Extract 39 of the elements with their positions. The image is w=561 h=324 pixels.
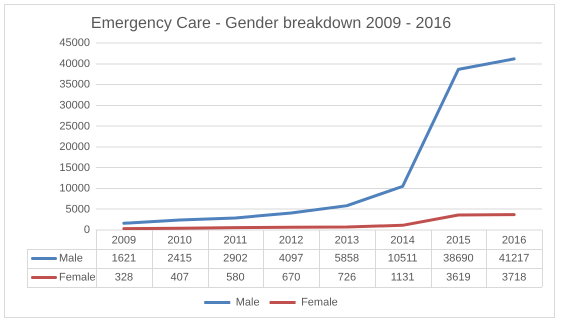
data-label: 407 [170, 272, 189, 284]
text: Female [301, 296, 338, 309]
x-tick-label: 2013 [334, 234, 360, 247]
y-tick-label: 25000 [59, 120, 90, 132]
data-label: 580 [226, 272, 245, 284]
data-label: 5858 [334, 252, 360, 265]
data-label: 1621 [112, 252, 136, 265]
data-label: 2415 [167, 252, 192, 265]
x-tick-label: 2011 [224, 234, 248, 247]
y-tick-label: 45000 [59, 37, 90, 50]
x-tick-label: 2016 [502, 234, 526, 247]
data-label: 328 [114, 272, 134, 284]
legend-label: Male [59, 252, 83, 265]
x-tick-label: 2015 [446, 234, 471, 247]
data-label: 38690 [443, 252, 474, 265]
data-label: 10511 [388, 252, 418, 265]
data-label: 41217 [498, 252, 530, 265]
data-label: 726 [338, 272, 356, 284]
legend-label: Female [59, 272, 96, 284]
data-label: 1131 [390, 272, 414, 284]
data-label: 2902 [223, 252, 248, 265]
y-tick-label: 15000 [59, 162, 90, 174]
y-tick-label: 35000 [59, 78, 90, 91]
text: Male [236, 296, 260, 309]
x-tick-label: 2012 [278, 234, 304, 247]
x-tick-label: 2009 [112, 234, 136, 247]
x-tick-label: 2014 [390, 234, 415, 247]
y-tick-label: 0 [84, 224, 90, 236]
y-tick-label: 40000 [59, 58, 90, 70]
data-label: 3619 [446, 272, 471, 284]
y-tick-label: 20000 [59, 141, 90, 154]
x-tick-label: 2010 [167, 234, 192, 247]
y-tick-label: 10000 [59, 182, 90, 195]
data-label: 3718 [502, 272, 526, 284]
data-label: 4097 [278, 252, 304, 265]
chart-title: Emergency Care - Gender breakdown 2009 - 2016 [90, 15, 452, 32]
y-tick-label: 30000 [59, 100, 90, 112]
y-tick-label: 5000 [66, 203, 90, 216]
data-label: 670 [282, 272, 300, 284]
